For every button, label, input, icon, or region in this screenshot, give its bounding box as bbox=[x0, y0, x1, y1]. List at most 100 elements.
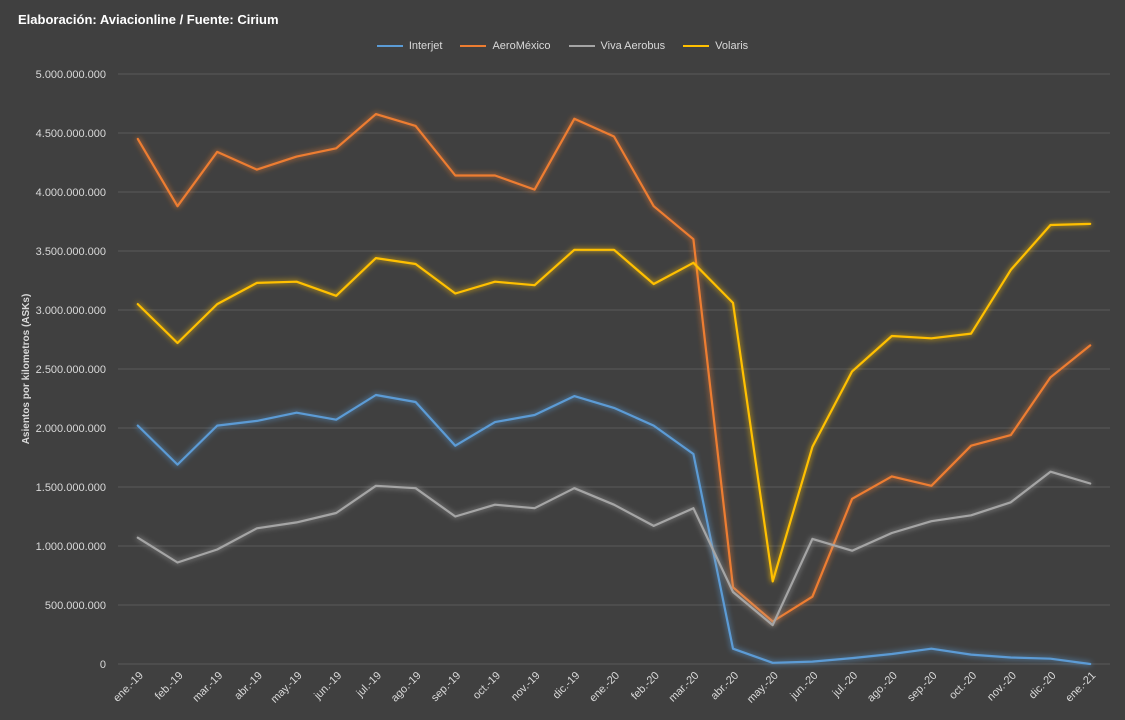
data-point bbox=[652, 525, 655, 527]
data-point bbox=[137, 424, 139, 427]
data-point bbox=[533, 414, 536, 416]
data-point bbox=[1089, 482, 1091, 485]
y-tick-label: 0 bbox=[100, 659, 106, 671]
series-line bbox=[136, 222, 1092, 583]
data-point bbox=[176, 205, 179, 207]
data-point bbox=[494, 280, 496, 283]
data-point bbox=[494, 421, 496, 423]
data-point bbox=[930, 647, 933, 650]
data-point bbox=[930, 337, 933, 340]
data-point bbox=[851, 370, 853, 373]
data-point bbox=[533, 284, 536, 287]
data-point bbox=[256, 282, 258, 284]
data-point bbox=[851, 657, 853, 659]
legend-swatch bbox=[683, 45, 710, 47]
data-point bbox=[216, 151, 218, 153]
data-point bbox=[414, 401, 417, 403]
data-point bbox=[970, 514, 972, 517]
legend-swatch bbox=[376, 45, 403, 47]
y-tick-label: 3.500.000.000 bbox=[36, 246, 106, 258]
x-tick-label: sep.-20 bbox=[905, 670, 939, 704]
x-tick-label: nov.-19 bbox=[509, 670, 543, 704]
data-point bbox=[454, 515, 457, 518]
data-point bbox=[176, 561, 179, 564]
data-point bbox=[811, 446, 814, 448]
x-tick-label: ago.-20 bbox=[865, 670, 900, 705]
data-point bbox=[295, 521, 298, 524]
data-point bbox=[176, 342, 179, 344]
data-point bbox=[890, 475, 893, 478]
x-tick-label: jun.-20 bbox=[788, 670, 821, 703]
data-point bbox=[573, 118, 576, 120]
legend-label: Viva Aerobus bbox=[600, 40, 666, 52]
legend-swatch bbox=[460, 45, 487, 47]
x-tick-label: mar.-20 bbox=[667, 670, 702, 705]
x-tick-label: ago.-19 bbox=[389, 670, 424, 705]
data-point bbox=[692, 238, 695, 240]
data-point bbox=[216, 303, 218, 305]
series-interjet bbox=[136, 393, 1092, 666]
data-point bbox=[216, 424, 218, 427]
data-point bbox=[1089, 344, 1091, 347]
data-point bbox=[811, 595, 814, 598]
x-tick-label: oct.-20 bbox=[947, 670, 979, 702]
series-line bbox=[136, 470, 1092, 627]
data-point bbox=[732, 591, 734, 593]
data-point bbox=[811, 660, 814, 663]
data-point bbox=[137, 536, 139, 539]
y-axis-ticks: 0 500.000.000 1.000.000.000 1.500.000.000 2.… bbox=[36, 69, 106, 671]
y-tick-label: 500.000.000 bbox=[45, 600, 106, 612]
series-line bbox=[136, 393, 1092, 666]
y-tick-label: 1.000.000.000 bbox=[36, 541, 106, 553]
legend-item: Volaris bbox=[683, 40, 748, 52]
data-point bbox=[652, 424, 655, 427]
data-point bbox=[335, 512, 338, 514]
data-point bbox=[970, 444, 972, 447]
data-point bbox=[335, 147, 338, 150]
data-point bbox=[851, 549, 853, 552]
data-point bbox=[1049, 657, 1052, 660]
legend-label: AeroMéxico bbox=[492, 40, 551, 52]
x-axis-ticks: ene.-19 feb.-19 mar.-19 abr.-19 may.-19 jun.-… bbox=[111, 670, 1098, 706]
data-point bbox=[494, 174, 496, 177]
x-tick-label: oct.-19 bbox=[471, 670, 503, 702]
x-tick-label: abr.-20 bbox=[708, 670, 741, 703]
chart-title: Elaboración: Aviacionline / Fuente: Ciri… bbox=[18, 12, 279, 27]
data-point bbox=[573, 395, 576, 397]
data-point bbox=[295, 411, 298, 414]
data-point bbox=[256, 527, 258, 530]
data-point bbox=[930, 520, 933, 523]
series-lines bbox=[136, 112, 1092, 666]
data-point bbox=[414, 263, 417, 265]
data-point bbox=[890, 653, 893, 655]
legend-item: AeroMéxico bbox=[460, 40, 551, 52]
y-tick-label: 4.000.000.000 bbox=[36, 187, 106, 199]
legend-label: Interjet bbox=[408, 40, 443, 52]
data-point bbox=[256, 168, 258, 171]
x-tick-label: dic.-19 bbox=[551, 670, 583, 702]
data-point bbox=[613, 249, 615, 251]
x-tick-label: ene.-21 bbox=[1063, 670, 1098, 705]
x-tick-label: sep.-19 bbox=[429, 670, 463, 704]
data-point bbox=[414, 125, 417, 127]
data-point bbox=[613, 503, 615, 506]
data-point bbox=[454, 444, 457, 447]
data-point bbox=[295, 280, 298, 283]
data-point bbox=[851, 498, 853, 500]
series-aerom-xico bbox=[136, 112, 1092, 623]
data-point bbox=[375, 257, 377, 259]
data-point bbox=[732, 302, 734, 304]
data-point bbox=[1049, 376, 1052, 379]
data-point bbox=[295, 155, 298, 158]
y-tick-label: 4.500.000.000 bbox=[36, 128, 106, 140]
x-tick-label: feb.-20 bbox=[629, 670, 662, 703]
x-tick-label: ene.-19 bbox=[111, 670, 146, 705]
x-tick-label: dic.-20 bbox=[1027, 670, 1059, 702]
data-point bbox=[692, 262, 695, 264]
data-point bbox=[533, 188, 536, 191]
data-point bbox=[1089, 663, 1091, 665]
data-point bbox=[375, 394, 377, 396]
data-point bbox=[256, 420, 258, 422]
data-point bbox=[533, 507, 536, 510]
